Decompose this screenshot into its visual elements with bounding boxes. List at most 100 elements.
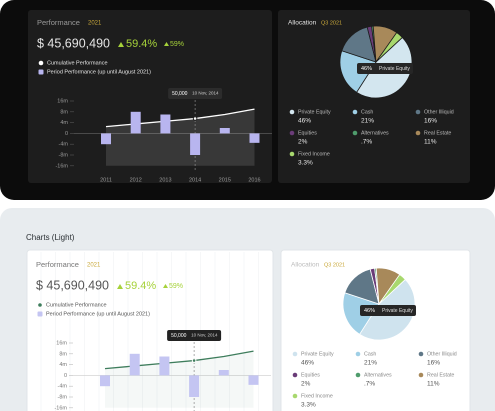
bar <box>101 133 111 145</box>
legend-swatch <box>37 302 43 308</box>
legend-swatch <box>352 109 358 115</box>
legend-label: Equities <box>298 130 317 136</box>
bar <box>130 111 141 134</box>
legend-label: Alternatives <box>364 372 392 378</box>
legend-value: .7% <box>364 381 375 388</box>
legend-label: Private Equity <box>298 109 331 115</box>
legend-value: .7% <box>361 139 372 146</box>
legend-value: 16% <box>424 118 437 125</box>
panel-subtitle: Q3 2021 <box>324 262 345 268</box>
y-tick-label: -16m <box>55 163 68 169</box>
x-tick-label: 2014 <box>189 177 201 183</box>
y-tick-label: -4m <box>59 142 69 148</box>
legend-label: Fixed Income <box>298 151 330 157</box>
tooltip-label: Private Equity <box>382 308 413 314</box>
legend-swatch <box>418 351 424 357</box>
y-tick-label: 16m <box>56 340 67 346</box>
dark-performance-panel <box>28 10 272 183</box>
tooltip <box>168 88 223 99</box>
bar <box>218 370 229 376</box>
legend-swatch <box>355 351 361 357</box>
tooltip <box>360 305 416 316</box>
x-tick-label: 2016 <box>248 177 260 183</box>
legend-swatch <box>292 372 298 378</box>
legend-value: 46% <box>298 118 311 125</box>
legend-label: Equities <box>301 372 320 378</box>
panel-subtitle: 2021 <box>87 263 101 269</box>
legend-value: 21% <box>364 360 377 367</box>
tooltip-value: 46% <box>364 308 375 314</box>
legend-value: 2% <box>301 381 311 388</box>
tooltip <box>167 330 222 341</box>
panel-title: Performance <box>37 18 80 27</box>
legend-swatch <box>355 372 361 378</box>
bar <box>249 133 260 143</box>
line-area <box>105 351 254 408</box>
hover-point <box>191 358 197 363</box>
y-tick-label: -4m <box>58 384 68 390</box>
legend-swatch <box>292 393 298 399</box>
hover-point <box>192 116 198 121</box>
change-small: 59% <box>170 41 184 48</box>
up-arrow <box>163 284 168 288</box>
legend-label: Cash <box>361 109 373 115</box>
panel-subtitle: 2021 <box>88 21 102 27</box>
legend-swatch <box>289 151 295 157</box>
legend-value: 3.3% <box>301 402 316 409</box>
y-tick-label: 8m <box>59 351 67 357</box>
legend-swatch <box>289 130 295 136</box>
pie-slice <box>378 274 406 305</box>
up-arrow <box>118 42 124 47</box>
panel-title: Allocation <box>291 262 320 269</box>
tooltip-value: 50,000 <box>171 333 187 339</box>
legend-swatch <box>292 351 298 357</box>
light-performance-panel <box>26 249 274 411</box>
legend-label: Fixed Income <box>301 393 333 399</box>
panel-subtitle: Q3 2021 <box>321 20 342 26</box>
legend-value: 11% <box>424 139 437 146</box>
y-tick-label: 16m <box>57 98 68 104</box>
legend-value: 11% <box>427 381 440 388</box>
y-tick-label: -16m <box>54 405 67 411</box>
panel-title: Performance <box>36 260 79 269</box>
tooltip-value: 50,000 <box>172 91 188 97</box>
x-tick-label: 2011 <box>100 177 112 183</box>
total-value: $ 45,690,490 <box>36 278 109 292</box>
y-tick-label: 4m <box>59 362 67 368</box>
legend-label: Real Estate <box>427 372 454 378</box>
legend-value: 46% <box>301 360 314 367</box>
bar <box>100 375 110 387</box>
y-tick-label: -8m <box>59 152 69 158</box>
total-value: $ 45,690,490 <box>37 36 110 50</box>
x-tick-label: 2013 <box>159 177 171 183</box>
change: 59.4% <box>126 38 157 50</box>
y-tick-label: 4m <box>60 120 68 126</box>
legend-label: Period Performance (up until August 2021… <box>46 311 150 317</box>
legend-label: Real Estate <box>424 130 451 136</box>
bar <box>219 128 230 134</box>
legend-value: 2% <box>298 139 308 146</box>
legend-label: Cash <box>364 351 376 357</box>
legend-swatch <box>415 130 421 136</box>
legend-label: Cumulative Performance <box>46 302 107 308</box>
tooltip-value: 46% <box>361 66 372 72</box>
bar <box>248 375 259 385</box>
legend-label: Private Equity <box>301 351 334 357</box>
pie-slice <box>375 32 403 63</box>
legend-swatch <box>352 130 358 136</box>
legend-label: Other Illiquid <box>424 109 454 115</box>
change: 59.4% <box>125 280 156 292</box>
section-title: Charts (Light) <box>26 233 75 242</box>
y-tick-label: 0 <box>64 373 67 379</box>
legend-value: 21% <box>361 118 374 125</box>
legend-swatch <box>415 109 421 115</box>
bar <box>160 114 171 134</box>
legend-swatch <box>38 69 44 75</box>
change-small: 59% <box>169 283 183 290</box>
bar <box>129 353 140 376</box>
legend-label: Other Illiquid <box>427 351 457 357</box>
legend-swatch <box>418 372 424 378</box>
legend-swatch <box>37 311 43 317</box>
